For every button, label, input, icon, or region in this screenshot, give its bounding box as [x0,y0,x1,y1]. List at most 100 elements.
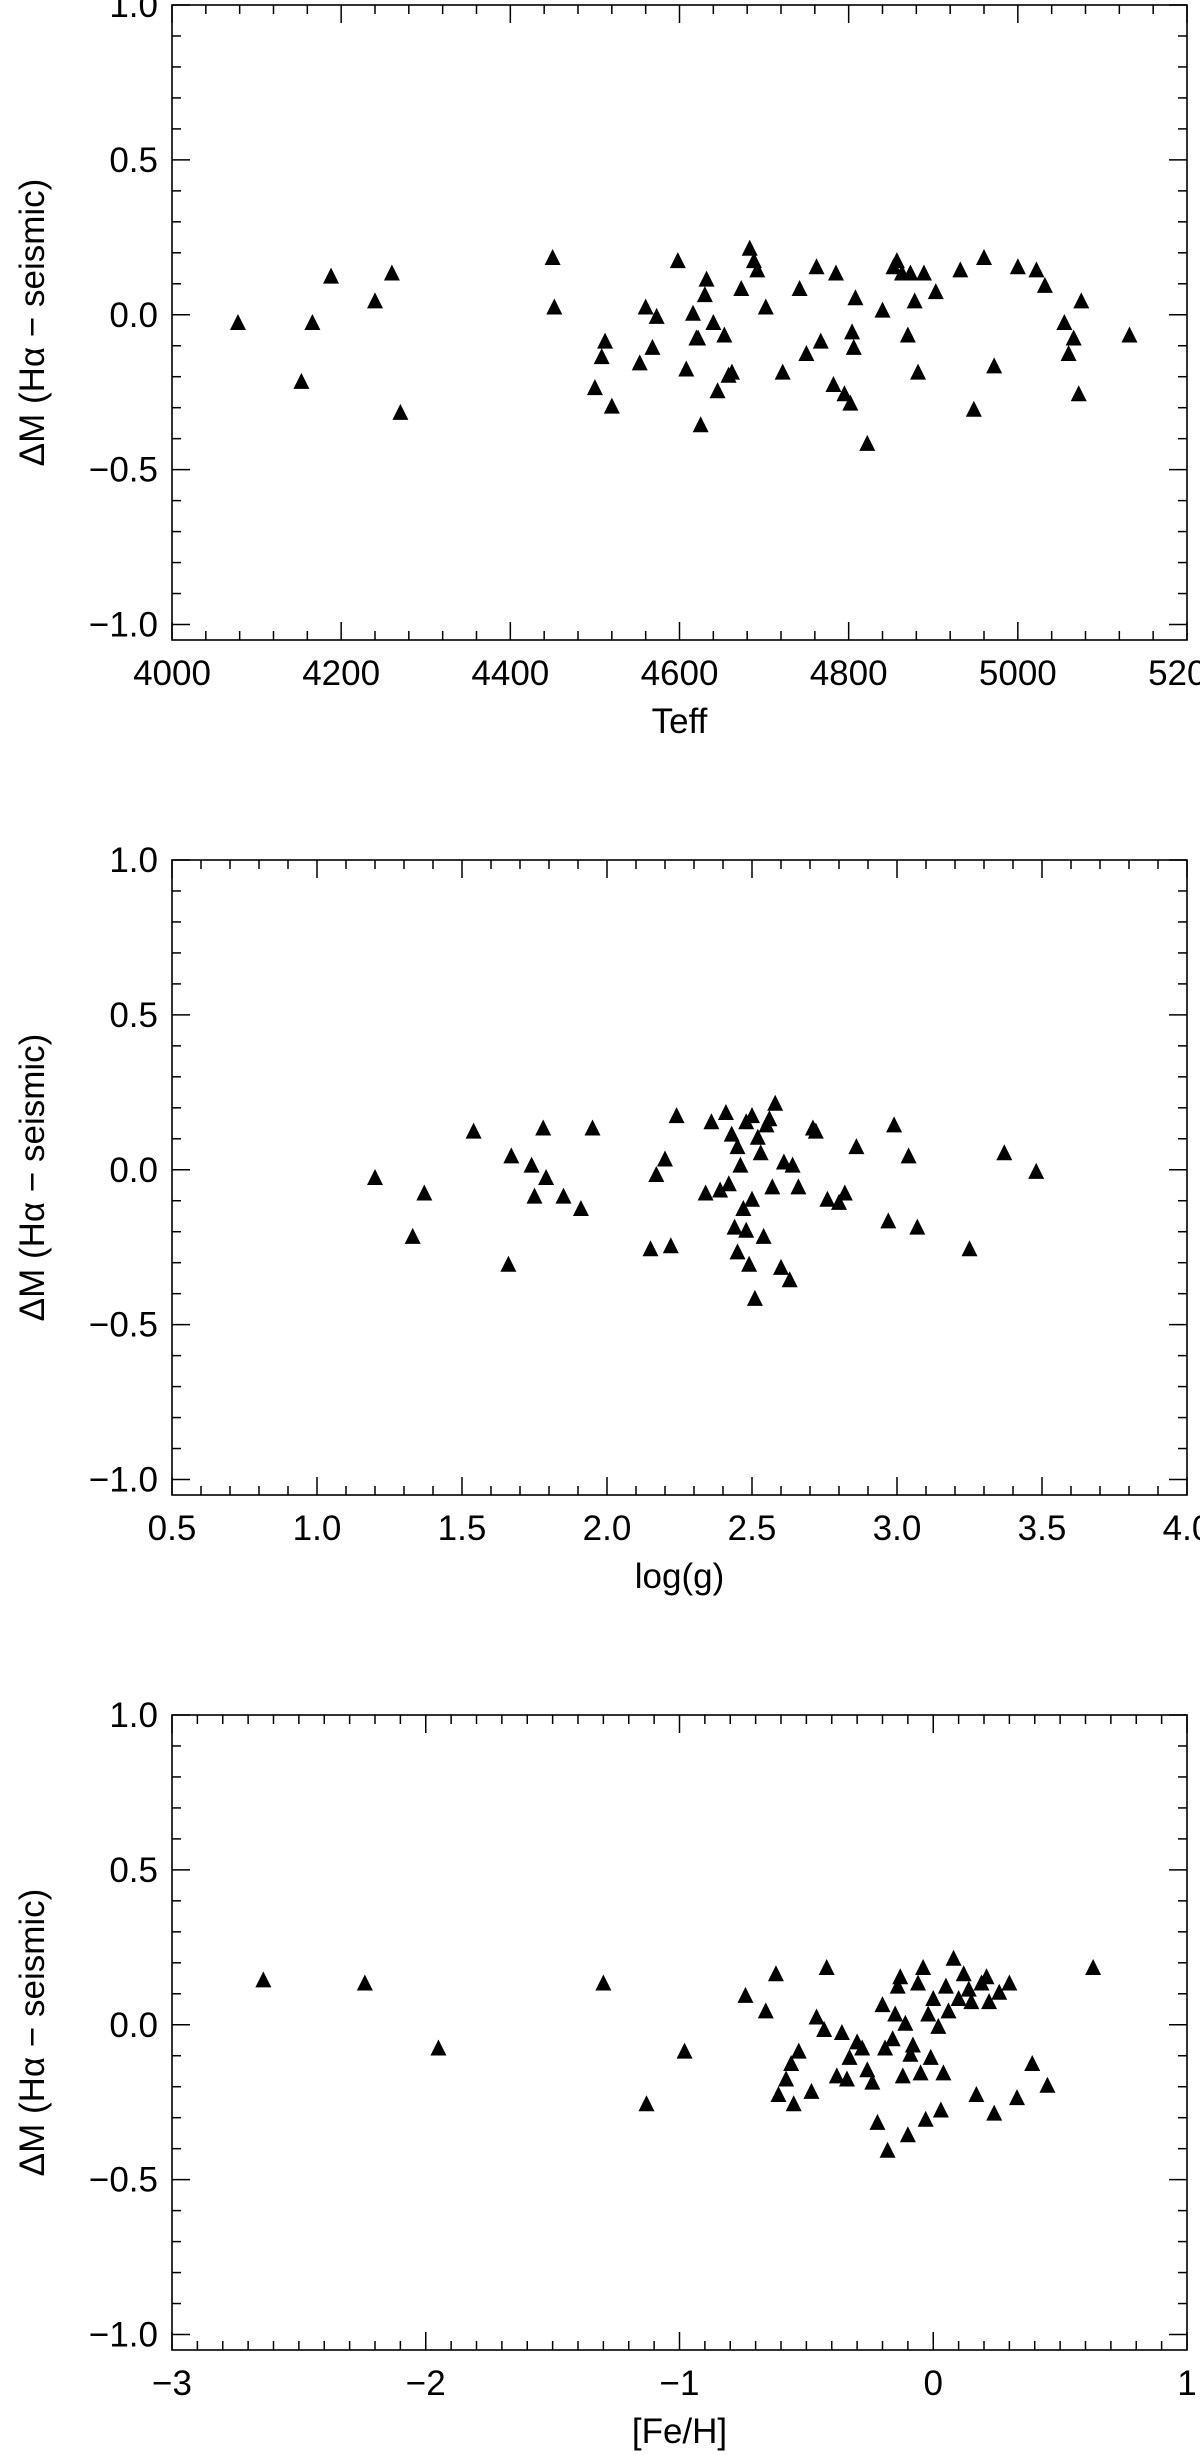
data-point [1001,1974,1018,1991]
data-point [917,2110,934,2127]
data-point [678,360,695,377]
data-point [749,1128,766,1145]
x-tick-label: 4.0 [1163,1509,1200,1548]
data-point [996,1144,1013,1161]
data-point [827,264,844,281]
data-point [1073,292,1090,309]
data-point [828,2067,845,2084]
data-point [761,1110,778,1127]
data-point [749,261,766,278]
data-point [764,1178,781,1195]
data-point [555,1187,572,1204]
data-point [1060,345,1077,362]
data-point [1009,258,1026,275]
data-point [932,2101,949,2118]
x-axis-label: [Fe/H] [632,2412,727,2451]
data-point [968,2086,985,2102]
data-point [816,2020,833,2037]
data-point [1024,2055,1041,2072]
data-point [859,434,876,451]
data-point [544,249,561,265]
data-point [465,1122,482,1139]
plot-frame [171,1714,1188,2351]
data-point [781,1271,798,1288]
data-point [597,332,614,349]
data-point [586,379,603,396]
x-tick-label: −3 [152,2364,192,2403]
data-point [293,372,310,389]
y-tick-label: 1.0 [109,1696,158,1735]
data-point [906,292,923,309]
data-point [894,2067,911,2084]
data-point [770,2086,787,2102]
x-tick-label: 1.5 [438,1509,487,1548]
data-point [697,1184,714,1201]
data-point [304,314,321,331]
data-point [874,301,891,318]
data-point [685,304,702,321]
data-point [746,1289,763,1306]
plot-frame [171,859,1188,1496]
data-point [909,1218,926,1235]
data-point [744,1190,760,1207]
data-point [1008,2089,1025,2106]
y-tick-label: −0.5 [89,451,158,490]
y-tick-label: 0.0 [109,1151,158,1190]
data-point [729,1243,746,1260]
x-tick-label: 2.0 [583,1509,632,1548]
data-point [976,249,992,265]
x-tick-label: 5000 [979,654,1057,693]
data-point [963,1993,980,2010]
data-point [940,2002,957,2019]
data-point [662,1237,679,1254]
data-point [960,1980,977,1997]
x-tick-label: −2 [406,2364,446,2403]
data-point [784,1156,801,1173]
x-tick-label: 4200 [302,654,380,693]
data-point [790,1178,807,1195]
data-point [864,2073,881,2090]
data-point [676,2042,693,2059]
y-axis-label: ΔM (Hα − seismic) [13,1034,52,1322]
data-point [729,1138,746,1155]
data-point [902,2045,919,2062]
data-point [915,264,932,281]
data-point [367,1169,383,1186]
data-point [819,1190,836,1207]
y-tick-label: −1.0 [89,1461,158,1500]
data-point [741,1255,758,1272]
data-point [935,2064,952,2081]
data-point [323,267,340,284]
data-point [648,1165,665,1182]
data-point [593,348,610,365]
data-point [538,1169,555,1186]
x-tick-label: 3.0 [873,1509,922,1548]
data-point [836,385,853,402]
data-point [1036,276,1053,293]
data-point [526,1187,543,1204]
data-point [874,1996,891,2013]
data-point [255,1971,272,1988]
data-point [880,1212,897,1229]
data-point [965,400,982,417]
data-point [783,2055,800,2072]
data-point [803,2082,820,2099]
data-point [869,2113,886,2130]
y-tick-label: 0.0 [109,296,158,335]
x-tick-label: 4600 [641,654,719,693]
data-point [669,252,686,269]
data-point [831,1193,847,1210]
x-tick-label: 0.5 [148,1509,197,1548]
y-tick-label: −0.5 [89,1306,158,1345]
data-point [404,1227,421,1244]
data-point [1039,2076,1056,2093]
data-point [910,1974,927,1991]
data-point [595,1974,612,1991]
x-tick-label: 1 [1177,2364,1196,2403]
data-point [367,292,383,309]
y-tick-label: 0.0 [109,2006,158,2045]
x-tick-label: −1 [660,2364,700,2403]
data-point [735,1200,752,1217]
data-point [356,1974,373,1991]
data-point [925,1989,942,2006]
